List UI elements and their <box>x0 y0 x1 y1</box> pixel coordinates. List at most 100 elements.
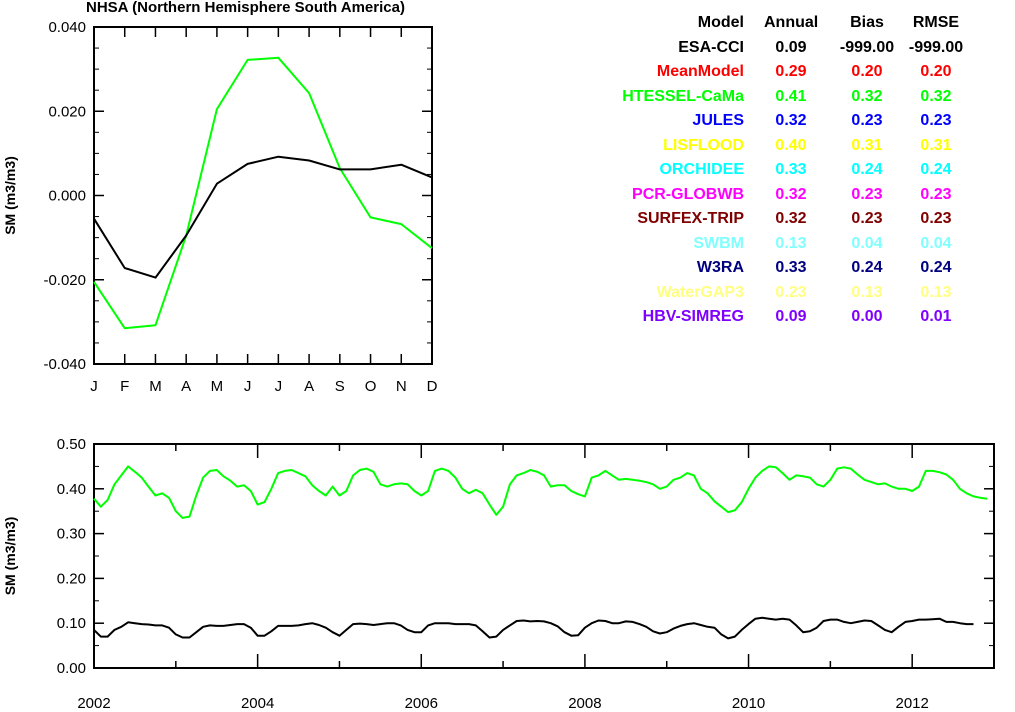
top-xtick-label: J <box>90 378 98 395</box>
bottom-series-line-1 <box>93 616 974 640</box>
table-row-cell: 0.33 <box>775 161 807 178</box>
table-header-cell: Bias <box>850 14 884 31</box>
top-ytick-label: -0.040 <box>43 356 86 373</box>
table-row: JULES 0.32 0.23 0.23 <box>560 112 960 136</box>
table-row-cell: 0.09 <box>775 38 807 56</box>
bottom-xtick-label: 2008 <box>568 695 601 712</box>
bottom-ytick-label: 0.50 <box>57 436 86 453</box>
table-row: LISFLOOD 0.40 0.31 0.31 <box>560 137 960 161</box>
top-plot-frame <box>93 26 433 365</box>
bottom-xtick-label: 2002 <box>77 695 110 712</box>
table-row-cell: LISFLOOD <box>663 136 744 154</box>
top-series-line-0 <box>93 56 433 330</box>
table-row-cell: W3RA <box>696 259 744 276</box>
table-row-cell: 0.00 <box>851 308 883 325</box>
top-xtick-label: A <box>181 378 191 395</box>
table-row-cell: ESA-CCI <box>678 38 744 56</box>
table-row: SWBM 0.13 0.04 0.04 <box>560 235 960 259</box>
table-row-cell: 0.31 <box>920 136 952 154</box>
top-ytick-label: 0.040 <box>48 19 86 36</box>
table-row-cell: -999.00 <box>839 38 895 56</box>
table-row-cell: 0.23 <box>851 185 883 203</box>
table-row-cell: 0.32 <box>775 210 807 227</box>
table-row-cell: 0.23 <box>851 112 883 129</box>
bottom-xtick-label: 2006 <box>405 695 438 712</box>
table-row-cell: 0.13 <box>920 283 952 301</box>
table-row-cell: JULES <box>692 112 744 129</box>
table-row: SURFEX-TRIP 0.32 0.23 0.23 <box>560 210 960 234</box>
top-xtick-label: N <box>396 378 407 395</box>
table-row-cell: 0.13 <box>775 234 807 252</box>
table-row-cell: 0.24 <box>920 259 952 276</box>
table-row-cell: -999.00 <box>908 38 964 56</box>
top-ytick-label: -0.020 <box>43 272 86 289</box>
bottom-ytick-label: 0.20 <box>57 570 86 587</box>
table-row-cell: 0.33 <box>775 259 807 276</box>
table-row-cell: 0.20 <box>920 63 952 80</box>
top-xtick-label: J <box>244 378 252 395</box>
table-row-cell: 0.09 <box>775 308 807 325</box>
table-row: PCR-GLOBWB 0.32 0.23 0.23 <box>560 186 960 210</box>
top-xtick-label: S <box>335 378 345 395</box>
table-row-cell: HTESSEL-CaMa <box>622 87 744 105</box>
table-row-cell: 0.32 <box>851 87 883 105</box>
top-xtick-label: M <box>149 378 162 395</box>
top-ytick-label: 0.000 <box>48 188 86 205</box>
top-xtick-label: A <box>304 378 314 395</box>
table-header-cell: Model <box>697 14 744 31</box>
bottom-xtick-label: 2012 <box>895 695 928 712</box>
table-row-cell: 0.01 <box>920 308 952 325</box>
table-row-cell: 0.32 <box>775 185 807 203</box>
top-series-line-1 <box>93 155 433 279</box>
table-row: MeanModel 0.29 0.20 0.20 <box>560 63 960 87</box>
table-row-cell: 0.23 <box>920 112 952 129</box>
bottom-xtick-label: 2004 <box>241 695 274 712</box>
table-row-cell: 0.04 <box>920 234 952 252</box>
table-row-cell: 0.23 <box>775 283 807 301</box>
table-row-cell: HBV-SIMREG <box>642 308 744 325</box>
table-row-cell: SWBM <box>693 234 744 252</box>
top-xtick-label: O <box>365 378 377 395</box>
top-chart-title: NHSA (Northern Hemisphere South America) <box>86 0 405 16</box>
table-row: ESA-CCI 0.09 -999.00 -999.00 <box>560 38 963 63</box>
bottom-xtick-label: 2010 <box>732 695 765 712</box>
table-row-cell: 0.24 <box>920 161 952 178</box>
bottom-ytick-label: 0.30 <box>57 526 86 543</box>
top-chart: -0.040 -0.020 0.000 0.020 0.040 J F M A M J J A S O N D S… <box>2 19 438 395</box>
table-row-cell: SURFEX-TRIP <box>637 210 744 227</box>
table-row-cell: 0.04 <box>851 234 883 252</box>
table-row-cell: 0.20 <box>851 63 883 80</box>
table-row-cell: 0.32 <box>920 87 952 105</box>
table-header-cell: Annual <box>764 14 819 31</box>
table-row-cell: 0.23 <box>851 210 883 227</box>
top-ylabel: SM (m3/m3) <box>2 156 18 235</box>
top-ytick-label: 0.020 <box>48 103 86 120</box>
top-xtick-label: F <box>120 378 129 395</box>
top-xtick-label: J <box>275 378 283 395</box>
top-xtick-label: D <box>427 378 438 395</box>
table-row-cell: 0.23 <box>920 210 952 227</box>
table-row: HTESSEL-CaMa 0.41 0.32 0.32 <box>560 88 960 112</box>
table-header: Model Annual Bias RMSE <box>560 14 960 38</box>
table-row-cell: 0.41 <box>775 87 807 105</box>
bottom-ytick-label: 0.10 <box>57 615 86 632</box>
table-row-cell: WaterGAP3 <box>656 283 744 301</box>
bottom-ytick-label: 0.40 <box>57 481 86 498</box>
bottom-series-line-0 <box>93 465 988 519</box>
bottom-ylabel: SM (m3/m3) <box>2 517 18 596</box>
bottom-chart: 0.00 0.10 0.20 0.30 0.40 0.50 2002 2004 2006 2008… <box>2 436 995 712</box>
table-row-cell: PCR-GLOBWB <box>632 185 744 203</box>
bottom-plot-frame <box>93 443 995 669</box>
table-row: HBV-SIMREG 0.09 0.00 0.01 <box>560 308 960 332</box>
table-row-cell: 0.24 <box>851 161 883 178</box>
table-row: ORCHIDEE 0.33 0.24 0.24 <box>560 161 960 185</box>
table-row-cell: 0.24 <box>851 259 883 276</box>
table-row-cell: 0.23 <box>920 185 952 203</box>
table-row-cell: 0.29 <box>775 63 807 80</box>
table-row-cell: 0.32 <box>775 112 807 129</box>
table-row-cell: ORCHIDEE <box>659 161 744 178</box>
bottom-ytick-label: 0.00 <box>57 660 86 677</box>
top-xtick-label: M <box>211 378 224 395</box>
table-row-cell: 0.31 <box>851 136 883 154</box>
